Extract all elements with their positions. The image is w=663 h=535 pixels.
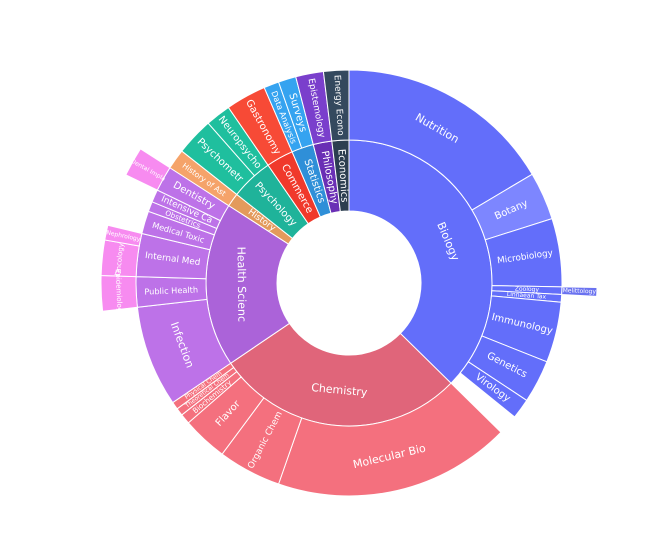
label-health-scienc: Health Scienc	[235, 246, 249, 322]
label-oncology: Oncology	[114, 243, 125, 277]
label-linnaean-tax: Linnaean Tax	[507, 291, 547, 301]
label-public-health: Public Health	[144, 284, 198, 296]
sector-energy-econo[interactable]	[322, 69, 350, 142]
label-melittology: Melittology	[563, 287, 597, 295]
sector-virology[interactable]	[459, 361, 528, 418]
label-chemistry: Chemistry	[311, 381, 369, 399]
label-epidemiology: Epidemiology	[114, 269, 124, 317]
label-energy-econo: Energy Econo	[332, 75, 346, 136]
label-zoology: Zoology	[515, 285, 540, 293]
label-economics: Economics	[335, 149, 349, 203]
